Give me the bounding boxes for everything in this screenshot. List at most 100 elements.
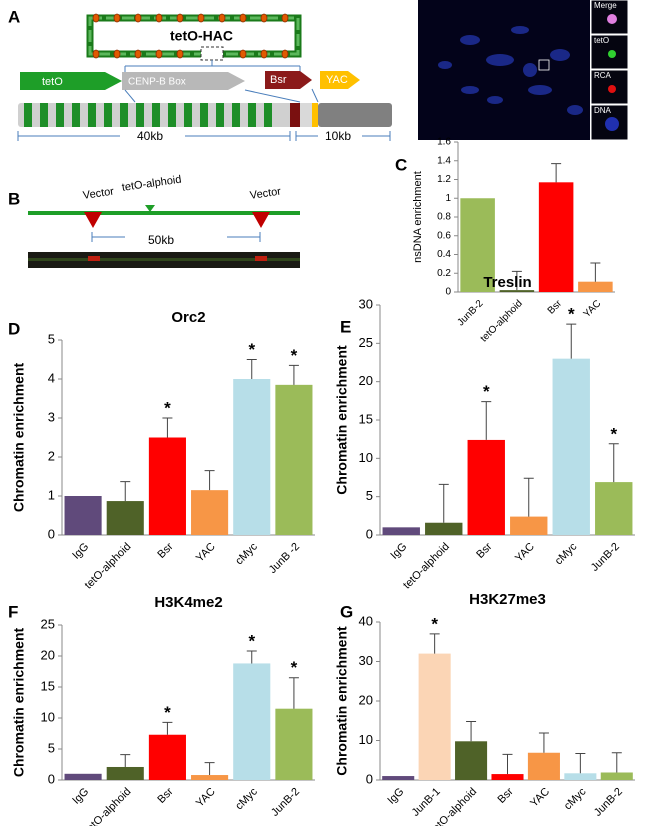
micrograph (418, 0, 629, 141)
x-tick-label: IgG (385, 786, 406, 807)
bar (275, 708, 313, 780)
error-bar (288, 364, 299, 385)
scale-label: 40kb (137, 129, 163, 143)
x-tick-label: IgG (388, 541, 409, 562)
x-tick-label: JunB-2 (589, 541, 622, 574)
bar (382, 776, 415, 780)
y-tick-label: 10 (41, 709, 55, 724)
y-tick-label: 4 (48, 370, 55, 385)
bar (425, 522, 463, 535)
y-tick-label: 40 (359, 613, 373, 628)
error-bar (246, 650, 257, 664)
significance-star: * (610, 424, 617, 443)
error-bar (438, 483, 449, 523)
bar (418, 653, 451, 780)
bar (275, 384, 313, 535)
error-bar (538, 732, 549, 753)
chart-title: Treslin (483, 274, 531, 291)
scale-label: 10kb (325, 129, 351, 143)
bar (233, 663, 271, 780)
y-tick-label: 0 (48, 526, 55, 541)
bsr-arrow (265, 71, 312, 89)
x-tick-label: Bsr (474, 540, 494, 560)
bar (460, 198, 495, 292)
significance-star: * (248, 340, 255, 359)
fiber-image (28, 252, 300, 268)
x-tick-label: Bsr (155, 540, 175, 560)
significance-star: * (248, 632, 255, 651)
y-tick-label: 20 (41, 647, 55, 662)
bsr-label: Bsr (270, 74, 287, 86)
x-tick-label: Bsr (546, 298, 565, 317)
x-tick-label: IgG (70, 786, 91, 807)
x-tick-label: JunB-1 (410, 786, 443, 819)
panel-label: A (8, 7, 20, 26)
connector (124, 88, 319, 103)
x-tick-label: JunB-2 (592, 786, 625, 819)
error-bar (502, 753, 513, 775)
cenpb-label: CENP-B Box (128, 77, 186, 88)
y-tick-label: 25 (41, 616, 55, 631)
x-tick-label: YAC (582, 298, 604, 320)
y-tick-label: 5 (48, 331, 55, 346)
y-tick-label: 0.2 (437, 268, 451, 279)
x-tick-label: JunB-2 (455, 298, 485, 328)
bar (64, 496, 102, 535)
error-bar (429, 633, 440, 654)
y-tick-label: 0 (48, 771, 55, 786)
chart-title: H3K27me3 (469, 591, 546, 608)
y-tick-label: 0.8 (437, 212, 451, 223)
y-axis-label: Chromatin enrichment (334, 626, 350, 776)
error-bar (204, 470, 215, 491)
y-tick-label: 5 (48, 740, 55, 755)
bar (564, 773, 597, 780)
y-tick-label: 1.2 (437, 174, 451, 185)
y-tick-label: 1.6 (437, 137, 451, 148)
bar (491, 774, 524, 780)
y-tick-label: 0 (366, 526, 373, 541)
x-tick-label: tetO-alphoid (401, 541, 452, 592)
y-tick-label: 10 (359, 732, 373, 747)
y-tick-label: 30 (359, 296, 373, 311)
error-bar (481, 401, 492, 440)
bar (455, 741, 488, 780)
bar (148, 437, 186, 535)
error-bar (575, 753, 586, 774)
panel-label: F (8, 602, 18, 621)
alphoid-marker (145, 205, 155, 212)
bar (527, 752, 560, 780)
scale-bar (91, 232, 261, 242)
cenpb-arrow (122, 72, 245, 90)
error-bar (566, 323, 577, 359)
bar (191, 775, 229, 780)
significance-star: * (483, 382, 490, 401)
yac-arrow (320, 71, 360, 89)
x-tick-label: YAC (513, 541, 537, 565)
channel-label: DNA (594, 106, 612, 115)
error-bar (162, 417, 173, 438)
bar (191, 490, 229, 535)
error-bar (120, 481, 131, 502)
bar (382, 527, 420, 535)
y-axis-label: Chromatin enrichment (11, 627, 27, 777)
y-tick-label: 1.4 (437, 155, 451, 166)
y-tick-label: 1 (48, 487, 55, 502)
alphoid-label: tetO-alphoid (121, 174, 182, 194)
bar (106, 766, 144, 780)
x-tick-label: cMyc (553, 540, 580, 567)
error-bar (246, 359, 257, 379)
yac-label: YAC (326, 74, 348, 86)
hac-label: tetO-HAC (170, 28, 233, 44)
y-tick-label: 15 (359, 411, 373, 426)
x-tick-label: JunB -2 (267, 541, 302, 576)
channel-label: tetO (594, 36, 609, 45)
error-bar (162, 721, 173, 735)
bar (148, 734, 186, 780)
y-tick-label: 2 (48, 448, 55, 463)
x-tick-label: Bsr (155, 785, 175, 805)
channel-label: Merge (594, 1, 617, 10)
error-bar (204, 762, 215, 776)
error-bar (466, 721, 477, 742)
y-axis-label: Chromatin enrichment (11, 362, 27, 512)
